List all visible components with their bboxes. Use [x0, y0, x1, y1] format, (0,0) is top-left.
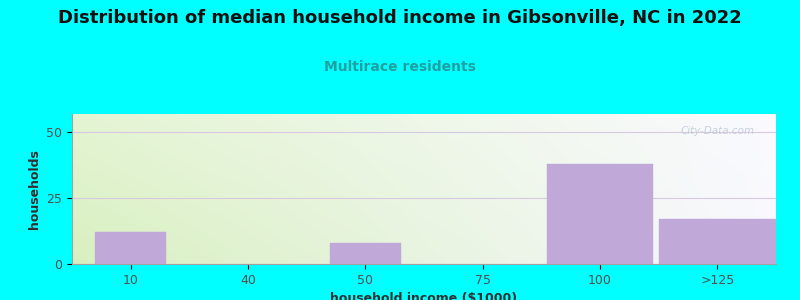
X-axis label: household income ($1000): household income ($1000)	[330, 292, 518, 300]
Bar	[95, 232, 166, 264]
Bar	[658, 219, 776, 264]
Text: Distribution of median household income in Gibsonville, NC in 2022: Distribution of median household income …	[58, 9, 742, 27]
Y-axis label: households: households	[28, 149, 41, 229]
Bar	[547, 164, 653, 264]
Text: Multirace residents: Multirace residents	[324, 60, 476, 74]
Bar	[330, 243, 401, 264]
Text: City-Data.com: City-Data.com	[681, 126, 755, 136]
